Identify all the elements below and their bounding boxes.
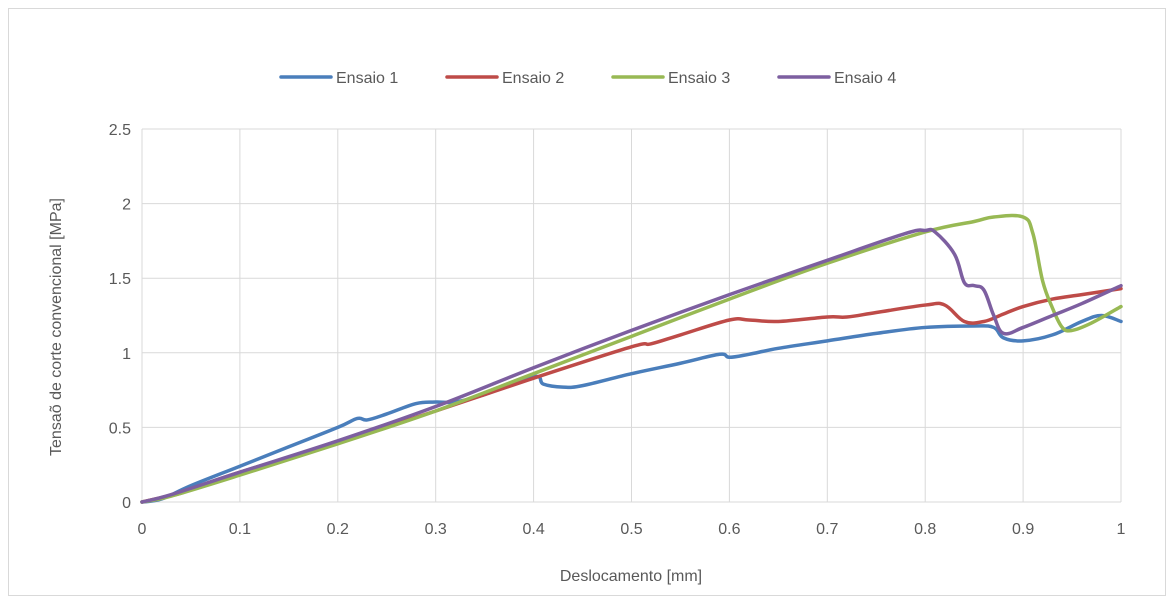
chart-area xyxy=(8,8,1166,596)
series-line-ensaio-4 xyxy=(140,227,1123,504)
y-tick-label: 1.5 xyxy=(109,271,131,288)
legend-label-ensaio-1: Ensaio 1 xyxy=(336,70,398,87)
y-axis-ticks: 0 0.5 1 1.5 2 2.5 xyxy=(109,122,131,512)
series-line-ensaio-1 xyxy=(140,313,1123,504)
y-tick-label: 1 xyxy=(122,346,131,363)
x-tick-label: 0.3 xyxy=(425,521,447,538)
x-tick-label: 0.5 xyxy=(620,521,642,538)
legend-label-ensaio-4: Ensaio 4 xyxy=(834,70,896,87)
y-tick-label: 2.5 xyxy=(109,122,131,139)
x-tick-label: 0.2 xyxy=(327,521,349,538)
legend-label-ensaio-3: Ensaio 3 xyxy=(668,70,730,87)
y-tick-label: 0 xyxy=(122,495,131,512)
y-tick-label: 0.5 xyxy=(109,420,131,437)
series-line-ensaio-3 xyxy=(140,213,1123,504)
x-tick-label: 0.1 xyxy=(229,521,251,538)
y-tick-label: 2 xyxy=(122,197,131,214)
legend-label-ensaio-2: Ensaio 2 xyxy=(502,70,564,87)
y-axis-title: Tensaõ de corte convencional [MPa] xyxy=(48,198,65,456)
x-tick-label: 0.9 xyxy=(1012,521,1034,538)
x-tick-label: 0 xyxy=(138,521,147,538)
x-tick-label: 0.6 xyxy=(718,521,740,538)
x-tick-label: 0.4 xyxy=(522,521,544,538)
gridlines xyxy=(141,128,1122,503)
x-axis-ticks: 0 0.1 0.2 0.3 0.4 0.5 0.6 0.7 0.8 0.9 1 xyxy=(138,521,1126,538)
x-tick-label: 1 xyxy=(1117,521,1126,538)
x-axis-title: Deslocamento [mm] xyxy=(560,568,702,585)
x-tick-label: 0.7 xyxy=(816,521,838,538)
x-tick-label: 0.8 xyxy=(914,521,936,538)
series-lines xyxy=(140,213,1123,504)
legend: Ensaio 1 Ensaio 2 Ensaio 3 Ensaio 4 xyxy=(279,70,896,87)
